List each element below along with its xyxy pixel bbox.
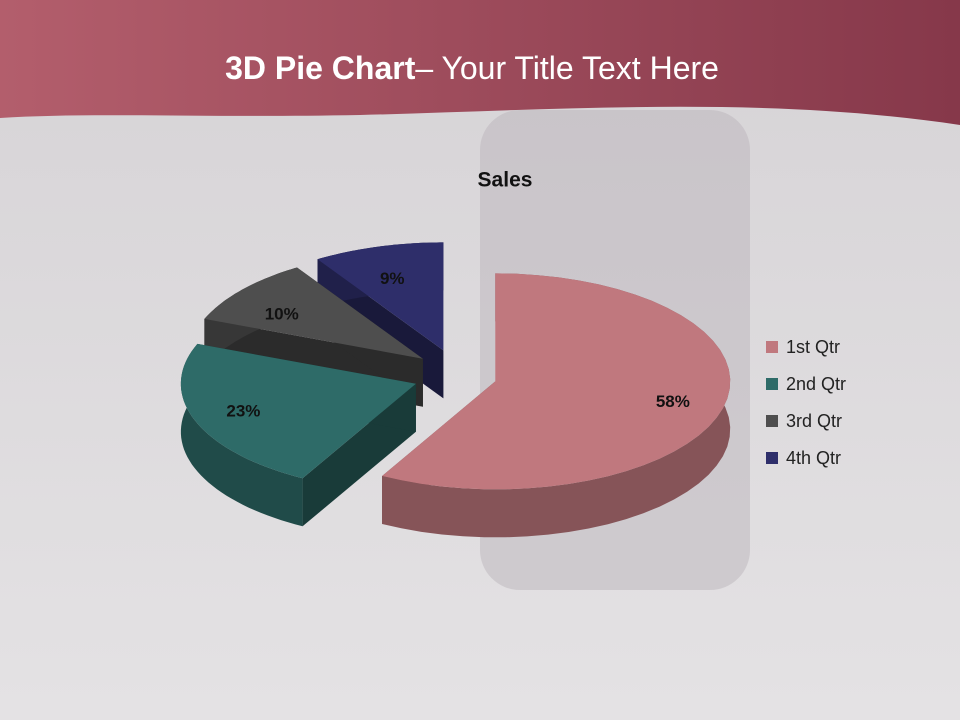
slice: [382, 273, 731, 490]
legend-label: 4th Qtr: [786, 448, 841, 468]
data-label: 58%: [656, 392, 690, 411]
legend-swatch: [766, 415, 778, 427]
pie-tops: [180, 242, 731, 490]
legend-swatch: [766, 378, 778, 390]
legend-swatch: [766, 452, 778, 464]
slice: [317, 242, 444, 351]
chart-title: Sales: [478, 169, 533, 192]
title-rest: – Your Title Text Here: [415, 50, 719, 86]
legend-label: 1st Qtr: [786, 337, 840, 357]
legend-label: 2nd Qtr: [786, 374, 846, 394]
slice: [204, 267, 423, 359]
legend: 1st Qtr 2nd Qtr 3rd Qtr 4th Qtr: [766, 337, 846, 468]
data-label: 23%: [226, 402, 260, 421]
title-bold: 3D Pie Chart: [225, 50, 416, 86]
data-label: 10%: [265, 304, 299, 323]
legend-swatch: [766, 341, 778, 353]
slide-title: 3D Pie Chart– Your Title Text Here: [225, 50, 719, 86]
legend-label: 3rd Qtr: [786, 411, 842, 431]
pie-labels: 58% 23% 10% 9%: [226, 269, 689, 421]
header-band: [0, 0, 960, 125]
slice-wall: [180, 343, 303, 527]
data-label: 9%: [380, 269, 405, 288]
slice: [180, 343, 416, 479]
